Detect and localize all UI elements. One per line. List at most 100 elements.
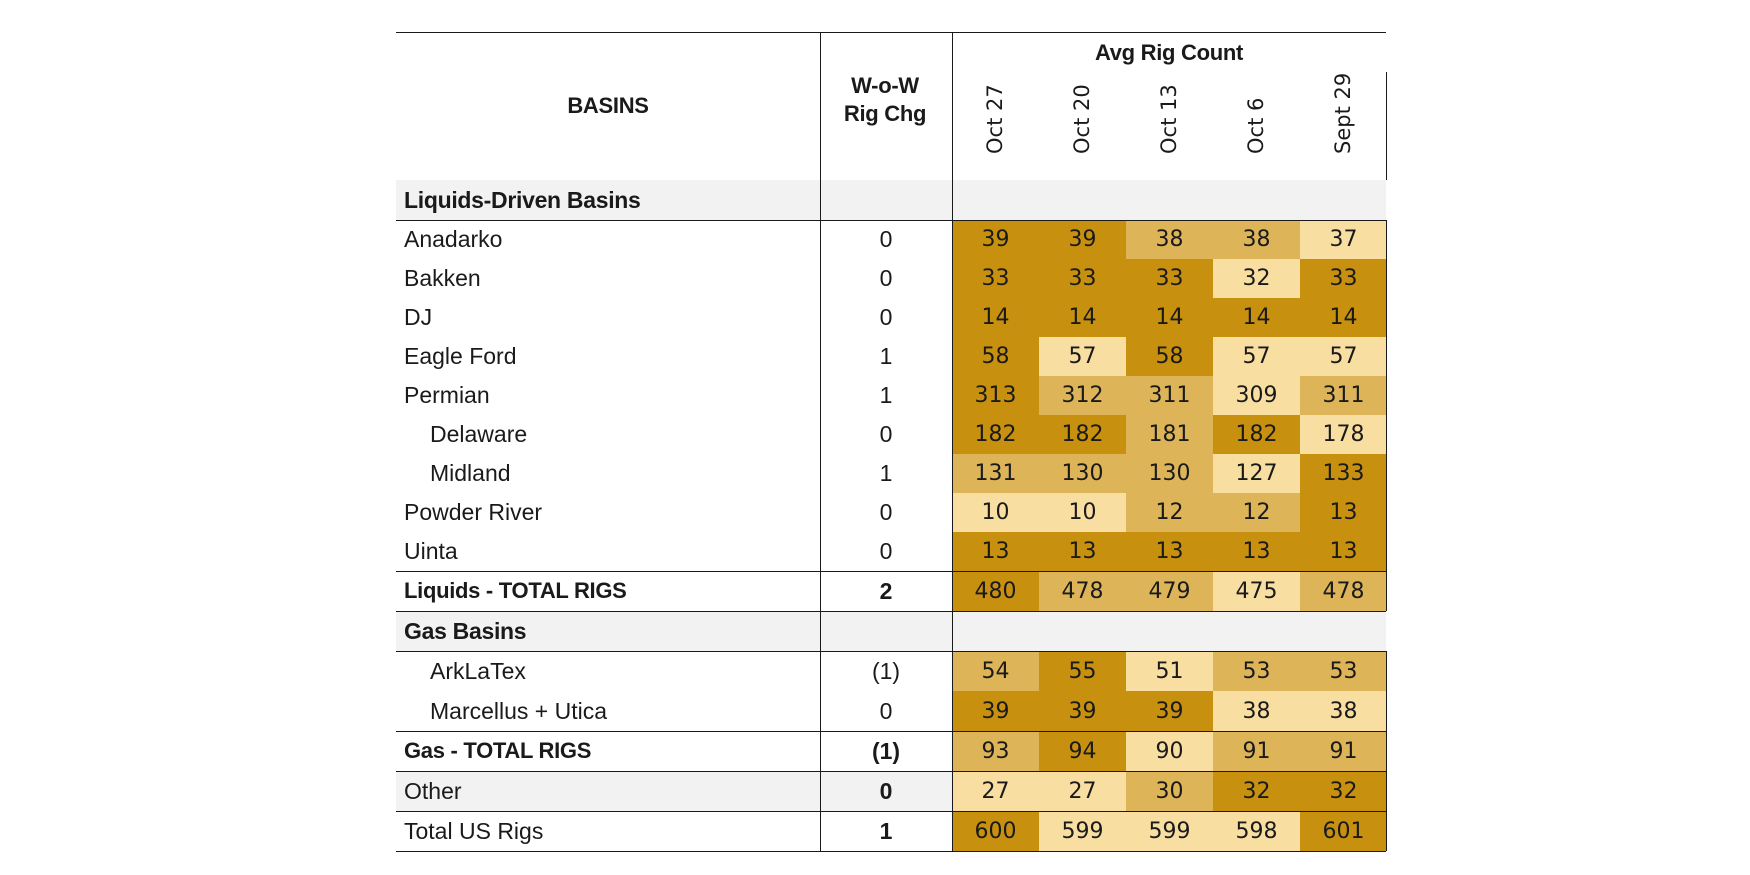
rig-count-cell: 51 — [1126, 651, 1213, 691]
rig-count-cell: 58 — [952, 337, 1039, 376]
wow-change-cell: 0 — [879, 304, 893, 330]
rig-count-cell: 311 — [1126, 376, 1213, 415]
wow-change-cell: 0 — [879, 538, 893, 564]
wow-change-cell: 1 — [879, 343, 893, 369]
rig-count-cell: 32 — [1213, 259, 1300, 298]
vertical-rule — [1386, 72, 1387, 180]
horizontal-rule — [396, 611, 1386, 612]
wow-header-line1: W-o-W — [851, 73, 919, 98]
avg-rig-count-header: Avg Rig Count — [1094, 40, 1244, 65]
wow-change-cell: 1 — [879, 382, 893, 408]
wow-change-cell: 0 — [879, 777, 893, 804]
section-heading: Liquids-Driven Basins — [404, 186, 641, 213]
rig-count-cell: 38 — [1126, 220, 1213, 259]
rig-count-cell: 32 — [1300, 771, 1387, 811]
rig-count-cell: 475 — [1213, 571, 1300, 611]
rig-count-cell: 479 — [1126, 571, 1213, 611]
rig-count-cell: 39 — [1039, 691, 1126, 731]
rig-count-cell: 38 — [1213, 220, 1300, 259]
rig-count-cell: 30 — [1126, 771, 1213, 811]
wow-change-cell: (1) — [871, 657, 901, 684]
rig-count-cell: 478 — [1300, 571, 1387, 611]
rig-count-cell: 182 — [1039, 415, 1126, 454]
rig-count-cell: 90 — [1126, 731, 1213, 771]
rig-count-cell: 13 — [1213, 532, 1300, 571]
rig-count-cell: 131 — [952, 454, 1039, 493]
rig-count-cell: 33 — [1300, 259, 1387, 298]
rig-count-cell: 13 — [1039, 532, 1126, 571]
rig-count-cell: 58 — [1126, 337, 1213, 376]
rig-count-cell: 130 — [1039, 454, 1126, 493]
rig-count-cell: 313 — [952, 376, 1039, 415]
rig-count-cell: 181 — [1126, 415, 1213, 454]
horizontal-rule — [396, 32, 1386, 33]
rig-count-cell: 39 — [1039, 220, 1126, 259]
wow-change-cell: 0 — [879, 697, 893, 724]
basin-name: Uinta — [404, 538, 458, 564]
rig-count-cell: 14 — [1039, 298, 1126, 337]
rig-count-cell: 599 — [1126, 811, 1213, 851]
basin-name: DJ — [404, 304, 433, 330]
rig-count-cell: 598 — [1213, 811, 1300, 851]
rig-count-cell: 601 — [1300, 811, 1387, 851]
section-heading: Gas Basins — [404, 617, 527, 644]
wow-change-cell: 1 — [879, 817, 893, 844]
basin-name: Eagle Ford — [404, 343, 517, 369]
basins-header: BASINS — [567, 93, 649, 118]
wow-change-cell: 0 — [879, 421, 893, 447]
rig-count-cell: 37 — [1300, 220, 1387, 259]
rig-count-cell: 55 — [1039, 651, 1126, 691]
rig-count-cell: 33 — [1039, 259, 1126, 298]
rig-count-cell: 91 — [1300, 731, 1387, 771]
row-shade — [396, 180, 1386, 220]
rig-count-cell: 57 — [1300, 337, 1387, 376]
wow-change-cell: 0 — [879, 265, 893, 291]
basin-name: Midland — [430, 460, 511, 486]
rig-count-cell: 33 — [1126, 259, 1213, 298]
rig-count-cell: 14 — [1213, 298, 1300, 337]
basin-name: Bakken — [404, 265, 481, 291]
rig-count-cell: 57 — [1039, 337, 1126, 376]
rig-count-cell: 27 — [1039, 771, 1126, 811]
vertical-rule — [1386, 220, 1387, 611]
wow-header-line2: Rig Chg — [843, 101, 927, 126]
wow-change-cell: 2 — [879, 577, 893, 604]
rig-count-cell: 480 — [952, 571, 1039, 611]
basin-name: Marcellus + Utica — [430, 697, 608, 724]
wow-change-cell: 0 — [879, 499, 893, 525]
basin-name: Total US Rigs — [404, 817, 544, 844]
date-label-3: Oct 13 — [1157, 84, 1181, 154]
rig-count-cell: 182 — [952, 415, 1039, 454]
horizontal-rule — [396, 731, 1386, 732]
horizontal-rule — [396, 771, 1386, 772]
rig-count-cell: 33 — [952, 259, 1039, 298]
rig-count-cell: 127 — [1213, 454, 1300, 493]
rig-count-cell: 14 — [1300, 298, 1387, 337]
rig-count-cell: 311 — [1300, 376, 1387, 415]
date-header-1: Oct 27 — [952, 72, 1038, 178]
horizontal-rule — [396, 851, 1386, 852]
horizontal-rule — [396, 811, 1386, 812]
rig-count-cell: 57 — [1213, 337, 1300, 376]
row-shade — [396, 611, 1386, 651]
date-header-2: Oct 20 — [1039, 72, 1125, 178]
horizontal-rule — [396, 220, 1386, 221]
rig-count-cell: 91 — [1213, 731, 1300, 771]
rig-count-cell: 27 — [952, 771, 1039, 811]
date-header-4: Oct 6 — [1213, 72, 1299, 178]
rig-count-cell: 14 — [1126, 298, 1213, 337]
rig-count-cell: 13 — [1126, 532, 1213, 571]
date-label-2: Oct 20 — [1070, 84, 1094, 154]
vertical-rule — [820, 32, 821, 851]
rig-count-cell: 309 — [1213, 376, 1300, 415]
basin-name: Other — [404, 777, 462, 804]
rig-count-cell: 10 — [1039, 493, 1126, 532]
rig-count-cell: 13 — [952, 532, 1039, 571]
rig-count-cell: 53 — [1213, 651, 1300, 691]
wow-change-cell: 0 — [879, 226, 893, 252]
wow-change-cell: 1 — [879, 460, 893, 486]
date-label-4: Oct 6 — [1244, 97, 1268, 154]
date-header-5: Sept 29 — [1300, 72, 1386, 178]
rig-count-cell: 13 — [1300, 532, 1387, 571]
horizontal-rule — [396, 571, 1386, 572]
